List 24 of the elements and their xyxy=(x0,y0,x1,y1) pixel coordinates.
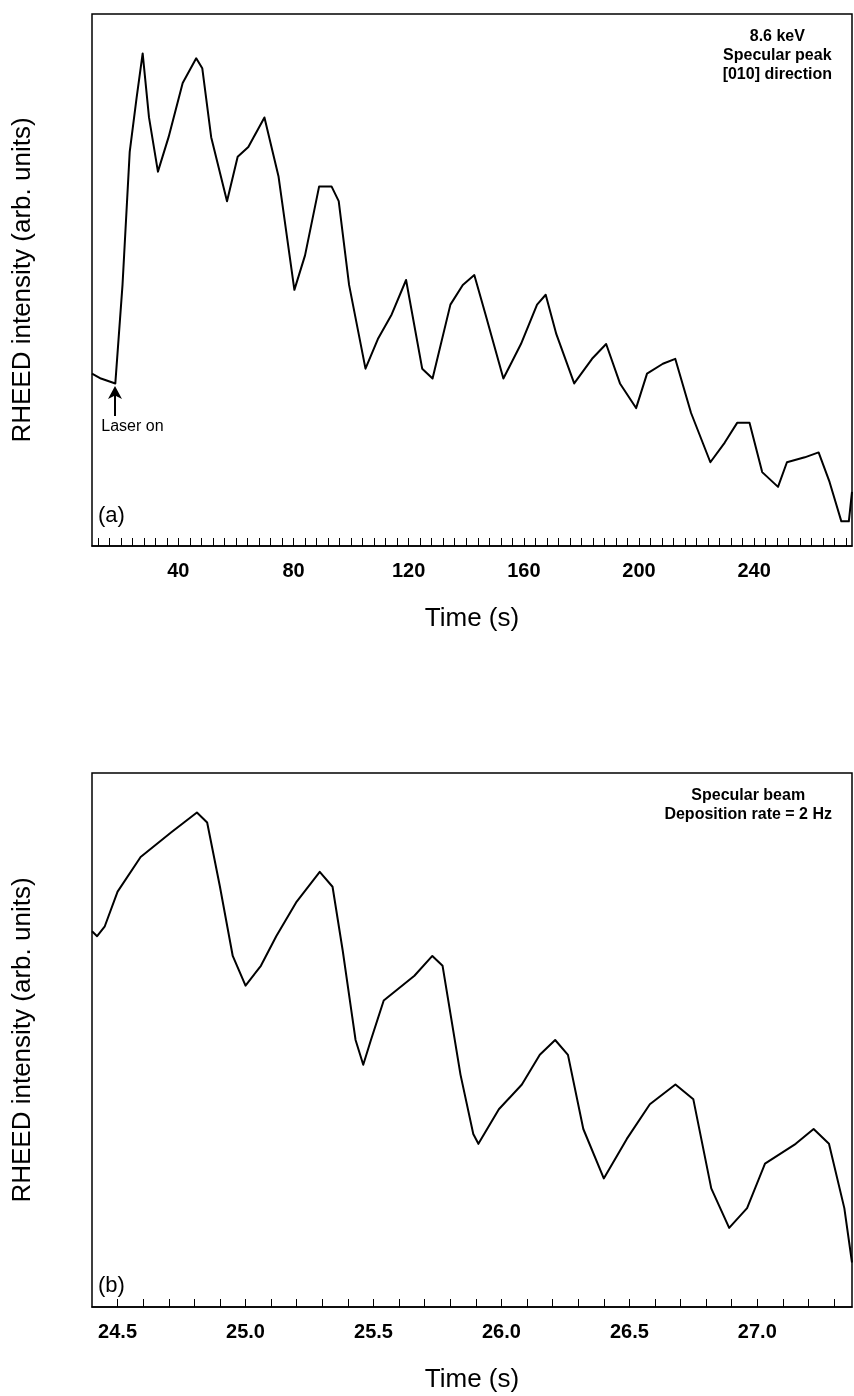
y-axis-title: RHEED intensity (arb. units) xyxy=(6,117,36,443)
annotation: (b) xyxy=(98,1272,125,1298)
x-tick-label: 120 xyxy=(391,559,426,581)
x-tick-label: 240 xyxy=(737,559,771,581)
x-tick-label: 160 xyxy=(507,559,541,581)
x-tick-label: 40 xyxy=(167,559,190,581)
annotation: Deposition rate = 2 Hz xyxy=(664,804,832,823)
x-tick-label: 25.5 xyxy=(354,1320,393,1342)
annotation: Laser on xyxy=(101,417,164,436)
x-tick-label: 24.5 xyxy=(98,1320,138,1342)
x-tick-label: 80 xyxy=(282,559,305,581)
x-tick-label: 200 xyxy=(622,559,656,581)
annotation: (a) xyxy=(98,502,125,528)
y-axis-title: RHEED intensity (arb. units) xyxy=(6,877,36,1203)
x-axis-title: Time (s) xyxy=(424,1363,520,1393)
x-tick-label: 26.5 xyxy=(609,1320,649,1342)
x-tick-label: 27.0 xyxy=(737,1320,777,1342)
x-tick-label: 26.0 xyxy=(481,1320,521,1342)
x-tick-label: 25.0 xyxy=(226,1320,265,1342)
annotation: Specular peak xyxy=(722,45,832,64)
text: Specular beam xyxy=(690,785,807,804)
text: 8.6 keV xyxy=(748,26,806,45)
x-axis-title: Time (s) xyxy=(424,602,520,632)
annotation: [010] direction xyxy=(722,64,832,83)
